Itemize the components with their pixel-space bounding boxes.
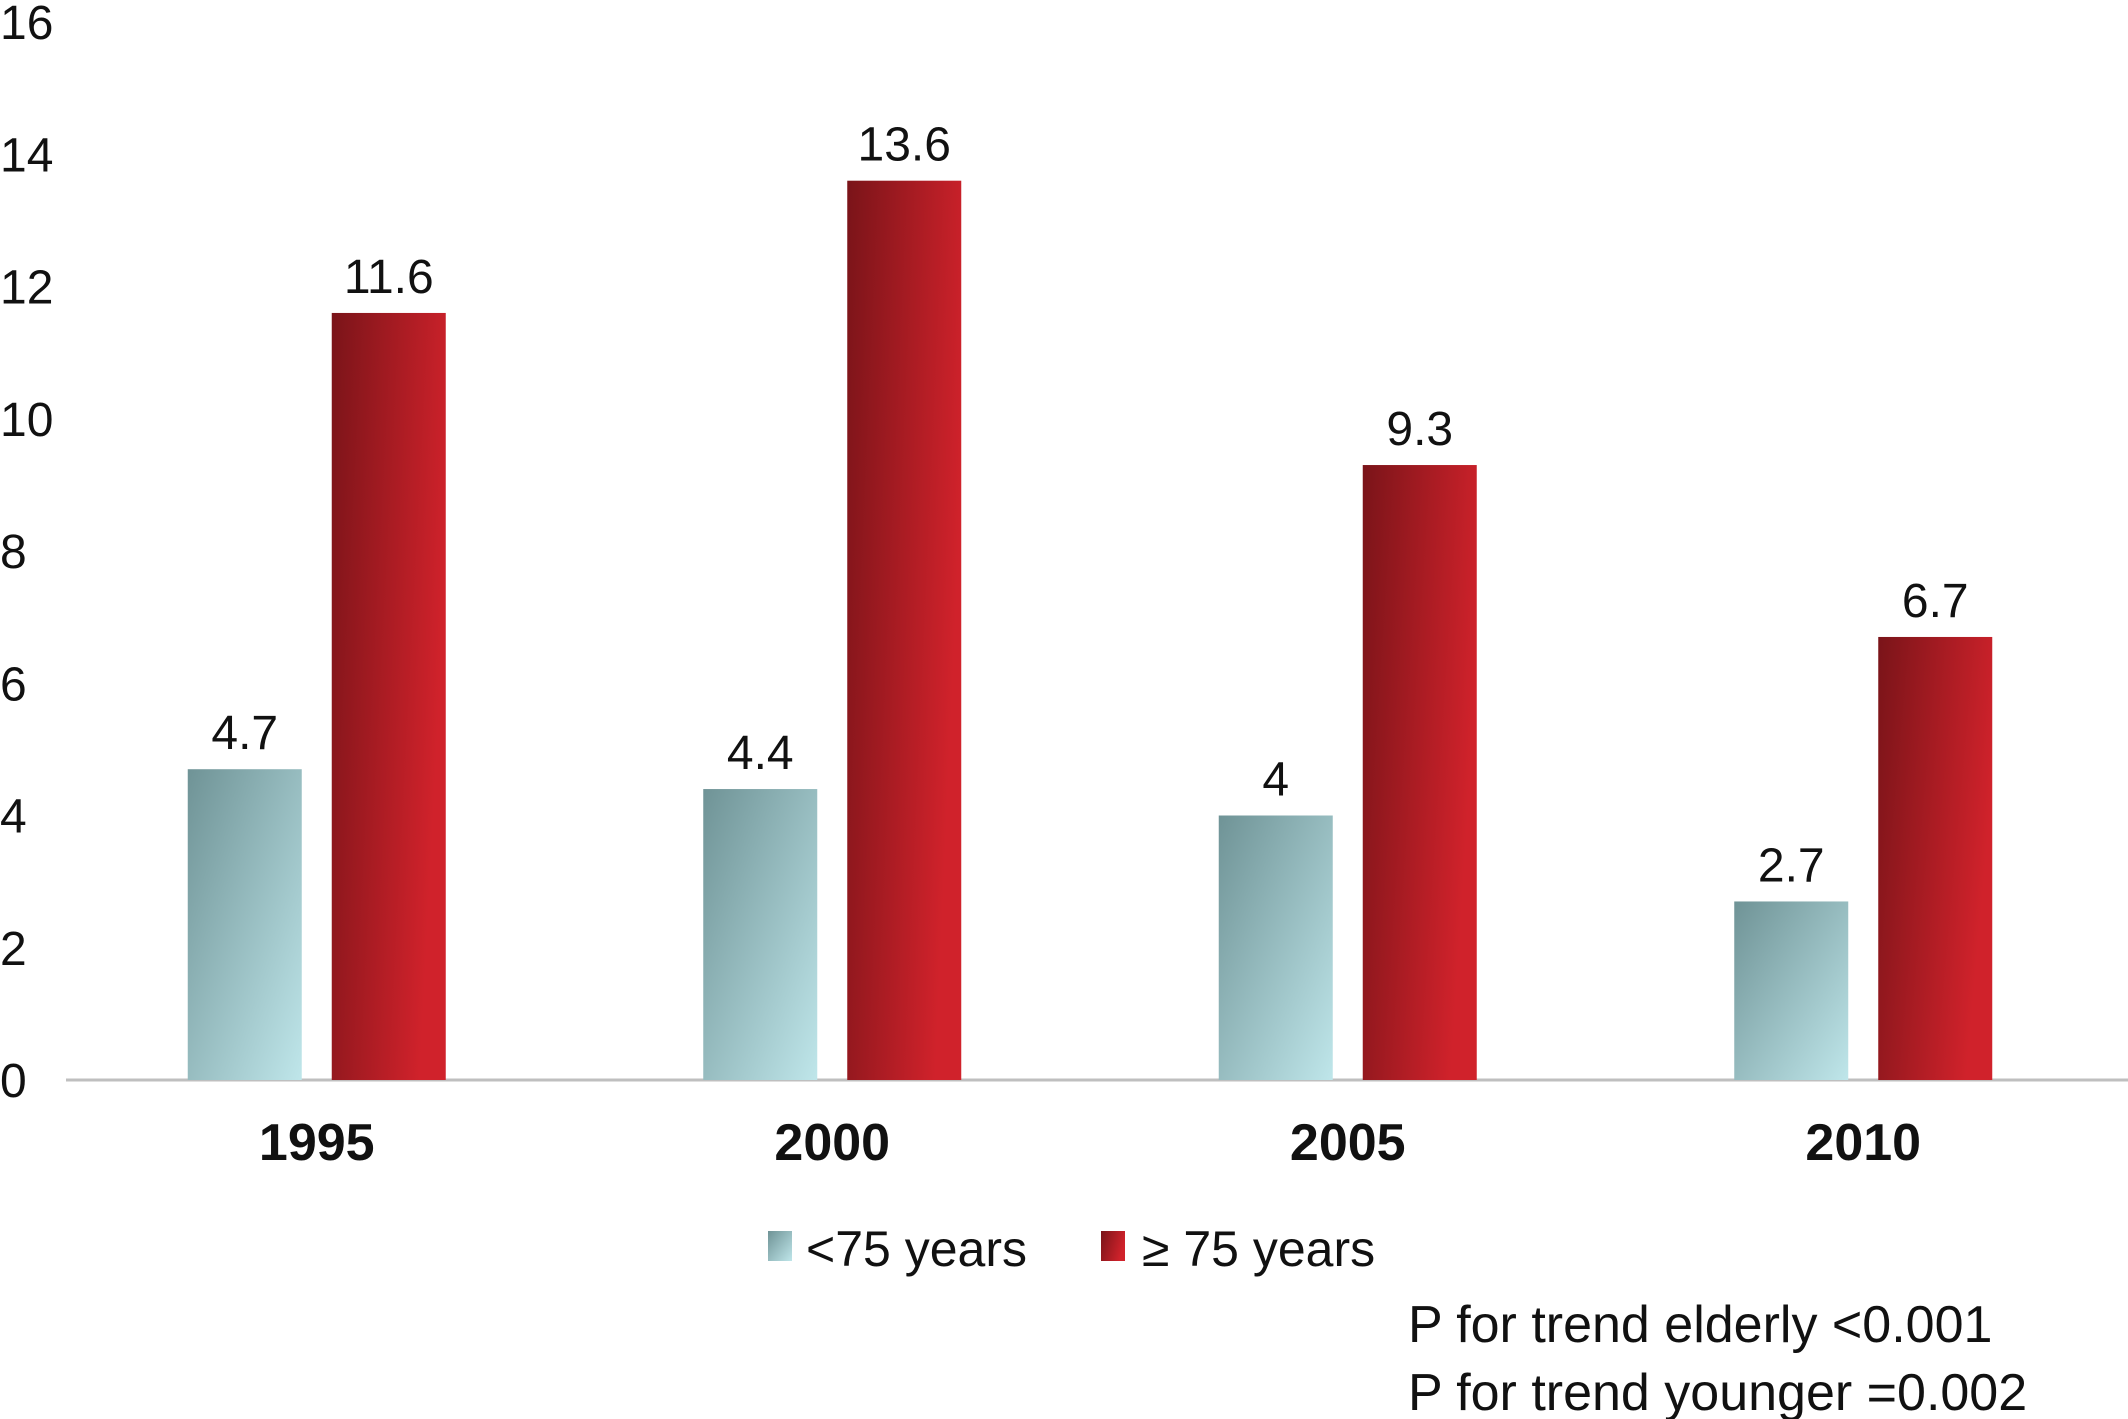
y-tick-label: 12 <box>0 262 53 315</box>
bar-under-75 <box>1218 815 1333 1080</box>
y-tick-label: 14 <box>0 129 53 182</box>
bar-75-plus <box>331 312 446 1080</box>
data-label: 13.6 <box>858 119 951 172</box>
legend: <75 years ≥ 75 years <box>768 1221 1375 1277</box>
legend-swatch-75-plus <box>1101 1231 1125 1261</box>
data-label: 6.7 <box>1902 575 1969 628</box>
bar-75-plus <box>1878 636 1993 1080</box>
bar-under-75 <box>187 769 302 1080</box>
data-label: 4.7 <box>211 707 278 760</box>
x-category-label: 2005 <box>1290 1114 1406 1172</box>
data-label: 9.3 <box>1386 403 1453 456</box>
y-tick-label: 0 <box>0 1055 27 1108</box>
bar-75-plus <box>847 180 962 1080</box>
legend-label-75-plus: ≥ 75 years <box>1142 1221 1375 1277</box>
y-tick-label: 16 <box>0 0 53 50</box>
legend-label-under-75: <75 years <box>806 1221 1027 1277</box>
data-label: 4 <box>1262 754 1289 807</box>
x-category-label: 2000 <box>774 1114 890 1172</box>
y-tick-label: 2 <box>0 923 27 976</box>
y-tick-label: 10 <box>0 394 53 447</box>
x-category-label: 2010 <box>1805 1114 1921 1172</box>
y-tick-label: 4 <box>0 791 27 844</box>
data-label: 4.4 <box>727 727 794 780</box>
trend-note-younger: P for trend younger =0.002 <box>1408 1364 2027 1419</box>
trend-note-elderly: P for trend elderly <0.001 <box>1408 1296 1992 1354</box>
bar-under-75 <box>1734 901 1849 1080</box>
bar-75-plus <box>1362 465 1477 1081</box>
y-tick-label: 6 <box>0 658 27 711</box>
x-category-label: 1995 <box>259 1114 375 1172</box>
trend-notes: P for trend elderly <0.001 P for trend y… <box>1408 1296 2027 1419</box>
y-tick-label: 8 <box>0 526 27 579</box>
x-axis-categories: 1995 2000 2005 2010 <box>259 1114 1921 1172</box>
bars <box>187 180 1993 1081</box>
y-axis: 0 2 4 6 8 10 12 14 16 <box>0 0 53 1108</box>
data-label: 2.7 <box>1758 839 1825 892</box>
legend-swatch-under-75 <box>768 1231 792 1261</box>
data-label: 11.6 <box>344 251 434 304</box>
bar-under-75 <box>703 789 818 1080</box>
data-labels: 4.7 11.6 4.4 13.6 4 9.3 2.7 6.7 <box>211 119 1968 893</box>
